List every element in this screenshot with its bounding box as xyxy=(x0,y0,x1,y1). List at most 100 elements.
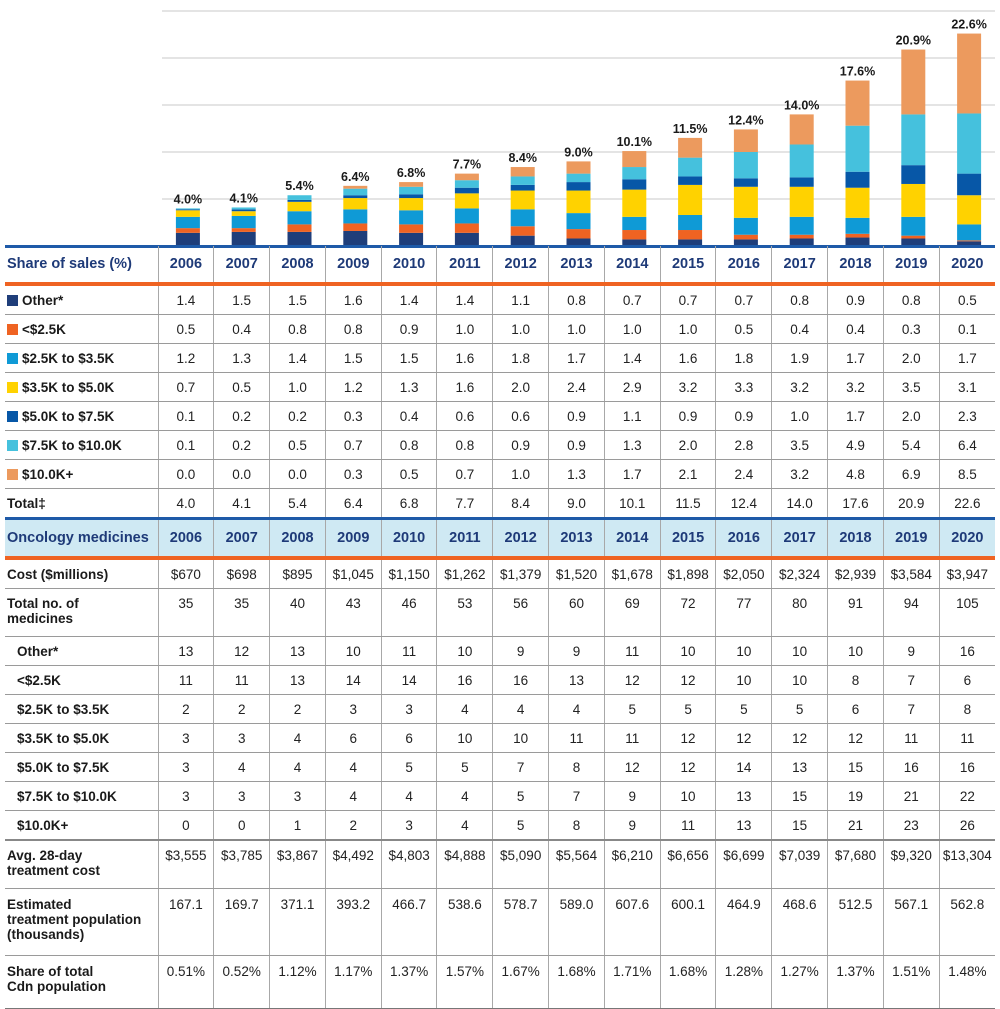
bar-segment xyxy=(901,216,926,236)
cell-value: 56 xyxy=(492,588,550,637)
year-header: 2014 xyxy=(604,517,661,560)
medicine-count-row: Other* 13 12 13 10 11 10 9 9 11 10 10 10 10 9 16 xyxy=(5,636,995,666)
cell-value: 12 xyxy=(827,723,884,753)
cell-value: 14 xyxy=(381,665,438,695)
cell-value: 3 xyxy=(158,723,215,753)
medicine-count-row: $10.0K+ 0 0 1 2 3 4 5 8 9 11 13 15 21 23 26 xyxy=(5,810,995,841)
cell-value: 0.2 xyxy=(213,430,271,460)
cell-value: 14.0 xyxy=(771,488,829,519)
year-header: 2011 xyxy=(436,517,494,560)
row-label: $2.5K to $3.5K xyxy=(5,694,159,724)
cell-value: $3,867 xyxy=(269,839,326,889)
bar-segment xyxy=(957,241,982,246)
cell-value: 5 xyxy=(492,781,550,811)
cell-value: 8.4 xyxy=(492,488,550,519)
bar-segment xyxy=(845,237,870,246)
cell-value: $1,898 xyxy=(660,558,717,589)
total-label: 4.0% xyxy=(174,192,203,206)
bar-segment xyxy=(678,137,703,158)
cell-value: 393.2 xyxy=(325,888,382,956)
cell-value: 1.3 xyxy=(604,430,661,460)
year-header: 2017 xyxy=(771,246,829,286)
cell-value: 0.4 xyxy=(771,314,829,344)
cell-value: 0.8 xyxy=(325,314,382,344)
label-text: Cost ($millions) xyxy=(7,566,109,582)
total-medicines-row: Total no. of medicines 35 35 40 43 46 53 56 60 69 7… xyxy=(5,588,995,637)
cell-value: 4.0 xyxy=(158,488,215,519)
total-label: 8.4% xyxy=(508,151,537,165)
cell-value: 13 xyxy=(715,810,773,841)
bar-segment xyxy=(845,233,870,238)
year-header: 2012 xyxy=(492,517,550,560)
bar-segment xyxy=(231,209,256,212)
share-row: Total‡ 4.0 4.1 5.4 6.4 6.8 7.7 8.4 9.0 10.1 11.5 12… xyxy=(5,488,995,519)
cell-value: 0.9 xyxy=(381,314,438,344)
year-header: 2018 xyxy=(827,246,884,286)
bar-segment xyxy=(622,179,647,190)
bar-segment xyxy=(175,208,200,210)
bar-segment xyxy=(510,167,535,177)
bar-segment xyxy=(789,234,814,239)
stacked-bar-chart: 4.0% 4.1% 5.4% 6.4% 6.8% 7.7% 8.4% 9.0% 10.1% 11.… xyxy=(162,10,995,246)
cell-value: 466.7 xyxy=(381,888,438,956)
cell-value: 35 xyxy=(158,588,215,637)
label-text: $7.5K to $10.0K xyxy=(17,788,117,804)
cell-value: 10 xyxy=(771,636,829,666)
cell-value: 10 xyxy=(492,723,550,753)
bar-segment xyxy=(622,167,647,180)
cell-value: 13 xyxy=(269,665,326,695)
cell-value: 91 xyxy=(827,588,884,637)
cell-value: 0.8 xyxy=(548,284,605,315)
bar-segment xyxy=(287,201,312,212)
label-text: $5.0K to $7.5K xyxy=(17,759,110,775)
bar-segment xyxy=(399,186,424,195)
cell-value: 0.7 xyxy=(660,284,717,315)
cell-value: 8 xyxy=(548,752,605,782)
bar-segment xyxy=(733,239,758,246)
bar-segment xyxy=(231,207,256,210)
label-text: treatment population xyxy=(7,912,142,927)
cell-value: 3.2 xyxy=(660,372,717,402)
year-header: 2010 xyxy=(381,246,438,286)
medicine-count-row: $5.0K to $7.5K 3 4 4 4 5 5 7 8 12 12 14 13 15 16 16 xyxy=(5,752,995,782)
cell-value: 1.57% xyxy=(436,955,494,1009)
bar-segment xyxy=(454,208,479,224)
cell-value: 8 xyxy=(939,694,995,724)
bar-segment xyxy=(957,173,982,196)
total-label: 9.0% xyxy=(564,145,593,159)
cell-value: 8.5 xyxy=(939,459,995,489)
cell-value: 12 xyxy=(715,723,773,753)
cell-value: 11 xyxy=(548,723,605,753)
cell-value: 13 xyxy=(771,752,829,782)
year-header: 2009 xyxy=(325,517,382,560)
cell-value: 10 xyxy=(436,723,494,753)
row-label: $10.0K+ xyxy=(5,459,159,489)
cell-value: 0.7 xyxy=(158,372,215,402)
bar-segment xyxy=(845,171,870,188)
cell-value: 15 xyxy=(827,752,884,782)
cell-value: 3 xyxy=(381,694,438,724)
cell-value: 0.8 xyxy=(771,284,829,315)
cell-value: 14 xyxy=(715,752,773,782)
cell-value: 0.9 xyxy=(660,401,717,431)
share-row: <$2.5K 0.5 0.4 0.8 0.8 0.9 1.0 1.0 1.0 1.0 1.0 0.5 0… xyxy=(5,314,995,344)
label-text: Total no. of xyxy=(7,596,79,611)
cell-value: 3.1 xyxy=(939,372,995,402)
cell-value: $895 xyxy=(269,558,326,589)
year-header: 2016 xyxy=(715,517,773,560)
cell-value: 2 xyxy=(158,694,215,724)
year-header: 2016 xyxy=(715,246,773,286)
cell-value: 1.67% xyxy=(492,955,550,1009)
cell-value: 1.27% xyxy=(771,955,829,1009)
total-label: 7.7% xyxy=(453,158,482,172)
cell-value: 2.0 xyxy=(883,343,940,373)
year-header: 2008 xyxy=(269,246,326,286)
year-header: 2007 xyxy=(213,246,271,286)
cell-value: 9 xyxy=(492,636,550,666)
cell-value: 105 xyxy=(939,588,995,637)
cell-value: $1,045 xyxy=(325,558,382,589)
cell-value: 9 xyxy=(883,636,940,666)
cell-value: 1.4 xyxy=(158,284,215,315)
cell-value: 1.1 xyxy=(492,284,550,315)
cell-value: 1.7 xyxy=(548,343,605,373)
